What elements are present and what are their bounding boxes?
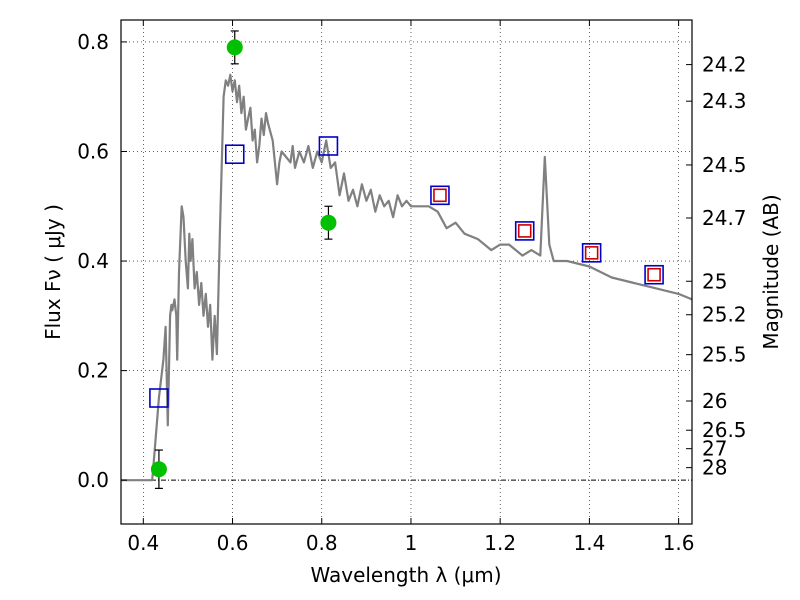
x-tick-label: 1.6 (663, 531, 695, 555)
plot-background (121, 20, 692, 524)
y2-tick-label: 28 (702, 456, 727, 480)
y-tick-label: 0.6 (77, 139, 109, 163)
photometry-point (226, 39, 243, 56)
x-tick-label: 1 (405, 531, 418, 555)
x-tick-label: 1.4 (573, 531, 605, 555)
blue-square-marker (581, 243, 602, 263)
y-tick-label: 0.8 (77, 30, 109, 54)
x-tick-label: 0.8 (306, 531, 338, 555)
y2-tick-label: 25.5 (702, 343, 747, 367)
y-tick-label: 0.2 (77, 359, 109, 383)
y2-axis-label: Magnitude (AB) (759, 194, 783, 349)
red-square-marker (584, 246, 599, 260)
y2-tick-label: 25 (702, 269, 727, 293)
x-tick-label: 0.4 (127, 531, 159, 555)
blue-square-marker (224, 144, 245, 165)
series (121, 30, 693, 489)
plot-frame (120, 19, 693, 525)
x-tick-label: 1.2 (484, 531, 516, 555)
red-square-marker (647, 267, 661, 282)
y-axis-label: Flux Fν ( μJy ) (41, 204, 65, 340)
y2-tick-label: 26 (702, 389, 727, 413)
y2-tick-label: 25.2 (702, 303, 747, 327)
blue-square-marker (430, 185, 450, 206)
red-square-marker (433, 188, 447, 203)
blue-square-marker (514, 221, 535, 241)
ticks: 0.4 0.6 0.8 1 1.2 1.4 1.6 0.0 0.2 0.4 0.6 0.8 24.2 24… (77, 20, 747, 555)
y2-tick-label: 24.2 (702, 53, 747, 77)
blue-square-marker (149, 388, 169, 408)
x-axis-label: Wavelength λ (μm) (310, 563, 501, 587)
red-square-marker (517, 224, 532, 238)
grid (121, 20, 692, 524)
y2-tick-label: 24.7 (702, 206, 747, 230)
y2-tick-label: 27 (702, 437, 727, 461)
sed-model-line (121, 73, 693, 482)
y2-tick-label: 24.5 (702, 153, 747, 177)
y-tick-label: 0.4 (77, 249, 109, 273)
photometry-point (150, 461, 167, 478)
blue-square-marker (644, 264, 664, 285)
y2-tick-label: 24.3 (702, 89, 747, 113)
photometry-point (320, 214, 337, 231)
x-tick-label: 0.6 (217, 531, 249, 555)
blue-square-marker (318, 136, 339, 156)
y2-tick-label: 26.5 (702, 418, 747, 442)
y-tick-label: 0.0 (77, 468, 109, 492)
